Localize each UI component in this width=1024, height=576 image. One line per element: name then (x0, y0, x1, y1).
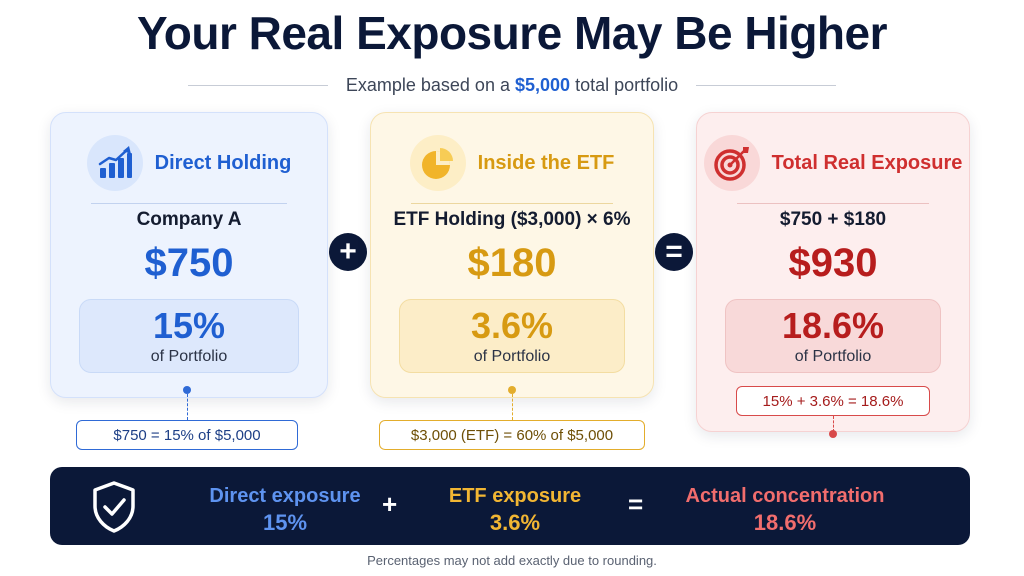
inside-etf-divider (411, 203, 613, 204)
summary-actual: Actual concentration 18.6% (670, 485, 900, 536)
etf-connector-dot (508, 386, 516, 394)
direct-connector-dot (183, 386, 191, 394)
equals-operator: = (655, 233, 693, 271)
inside-etf-note: $3,000 (ETF) = 60% of $5,000 (379, 420, 645, 450)
inside-etf-percent-label: of Portfolio (473, 348, 551, 365)
bar-chart-growth-icon (86, 135, 143, 191)
summary-direct-label: Direct exposure (209, 485, 361, 507)
inside-etf-card: Inside the ETF ETF Holding ($3,000) × 6%… (370, 112, 654, 398)
total-exposure-formula: $750 + $180 (779, 209, 887, 230)
inside-etf-header: Inside the ETF (371, 135, 653, 191)
total-exposure-divider (737, 203, 929, 204)
total-connector-line (833, 416, 834, 432)
summary-banner: Direct exposure 15% + ETF exposure 3.6% … (50, 467, 970, 545)
direct-holding-percent-box: 15% of Portfolio (79, 299, 299, 373)
total-connector-dot (829, 430, 837, 438)
total-exposure-card: Total Real Exposure $750 + $180 $930 18.… (696, 112, 970, 432)
summary-etf-label: ETF exposure (448, 485, 582, 507)
direct-holding-percent: 15% (152, 305, 226, 346)
subtitle-row: Example based on a $5,000 total portfoli… (0, 75, 1024, 96)
pie-chart-icon (409, 135, 466, 191)
summary-etf: ETF exposure 3.6% (435, 485, 595, 536)
subtitle-prefix: Example based on a (345, 75, 510, 95)
subtitle-suffix: total portfolio (575, 75, 679, 95)
total-exposure-label: Total Real Exposure (771, 151, 963, 174)
total-exposure-note: 15% + 3.6% = 18.6% (736, 386, 930, 416)
direct-holding-divider (91, 203, 287, 204)
total-exposure-header: Total Real Exposure (697, 135, 969, 191)
direct-holding-company: Company A (136, 209, 242, 230)
inside-etf-label: Inside the ETF (477, 151, 615, 174)
direct-holding-label: Direct Holding (154, 151, 292, 174)
inside-etf-percent-box: 3.6% of Portfolio (399, 299, 625, 373)
page-title: Your Real Exposure May Be Higher (136, 7, 888, 59)
target-arrow-icon (703, 135, 760, 191)
summary-actual-label: Actual concentration (685, 485, 885, 507)
summary-plus: + (382, 489, 398, 519)
inside-etf-percent: 3.6% (470, 305, 554, 346)
shield-check-icon (90, 480, 138, 539)
summary-actual-value: 18.6% (753, 510, 817, 535)
direct-holding-card: Direct Holding Company A $750 15% of Por… (50, 112, 328, 398)
summary-equals: = (628, 489, 644, 519)
direct-holding-header: Direct Holding (51, 135, 327, 191)
direct-holding-value: $750 (144, 241, 234, 285)
summary-direct-value: 15% (262, 510, 308, 535)
subtitle-amount: $5,000 (514, 75, 571, 95)
subtitle: Example based on a $5,000 total portfoli… (346, 75, 678, 96)
total-exposure-value: $930 (788, 241, 878, 285)
direct-holding-note: $750 = 15% of $5,000 (76, 420, 298, 450)
etf-connector-line (512, 394, 513, 420)
inside-etf-value: $180 (467, 241, 557, 285)
inside-etf-formula: ETF Holding ($3,000) × 6% (393, 209, 631, 230)
direct-holding-percent-label: of Portfolio (150, 348, 228, 365)
total-exposure-percent-label: of Portfolio (794, 348, 872, 365)
plus-operator: + (329, 233, 367, 271)
footnote: Percentages may not add exactly due to r… (367, 553, 657, 568)
summary-direct: Direct exposure 15% (190, 485, 380, 536)
subtitle-right-rule (696, 85, 837, 86)
total-exposure-percent: 18.6% (781, 305, 885, 346)
direct-connector-line (187, 394, 188, 420)
summary-etf-value: 3.6% (489, 510, 541, 535)
subtitle-left-rule (187, 85, 328, 86)
total-exposure-percent-box: 18.6% of Portfolio (725, 299, 941, 373)
